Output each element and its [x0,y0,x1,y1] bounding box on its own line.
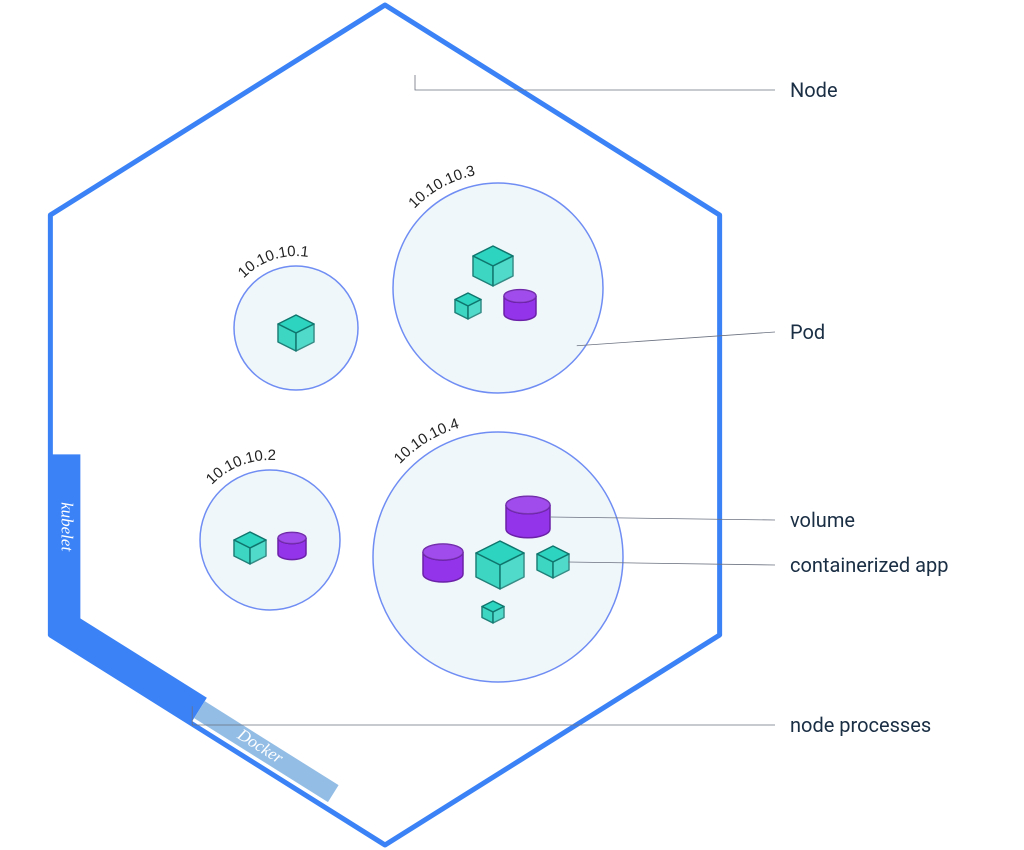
pod-label: Pod [790,320,825,344]
volume-icon [278,532,306,559]
kubelet-label: kubelet [57,502,76,552]
volume-label: volume [790,508,855,532]
container-icon [537,546,569,578]
volume-icon [504,290,536,321]
node-processes-label: node processes [790,713,931,737]
volume-icon [506,496,550,538]
node-label: Node [790,78,838,102]
node-hexagon [50,5,719,845]
container-icon [234,532,266,564]
container-icon [455,293,481,319]
volume-icon [423,544,463,582]
containerized-app-label: containerized app [790,553,948,577]
kubernetes-node-diagram: kubeletDocker 10.10.10.110.10.10.210.10.… [0,0,1024,850]
container-icon [482,601,504,623]
